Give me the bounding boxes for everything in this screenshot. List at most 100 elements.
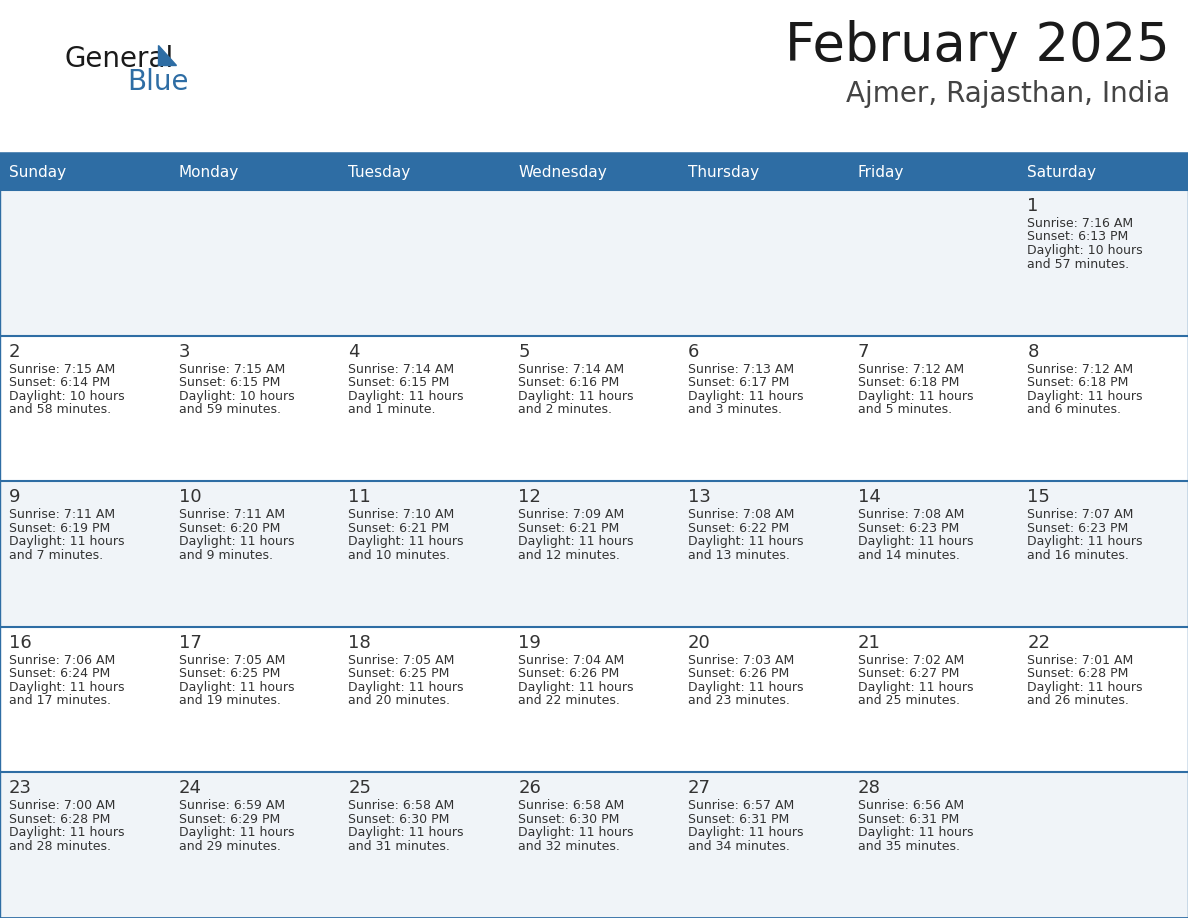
Text: Sunrise: 7:06 AM: Sunrise: 7:06 AM <box>10 654 115 666</box>
Bar <box>678 190 848 336</box>
Text: Sunrise: 7:09 AM: Sunrise: 7:09 AM <box>518 509 625 521</box>
Bar <box>0 481 170 627</box>
Bar <box>510 190 678 336</box>
Text: Sunset: 6:31 PM: Sunset: 6:31 PM <box>688 813 789 826</box>
Text: Daylight: 11 hours: Daylight: 11 hours <box>178 535 295 548</box>
Text: Sunrise: 6:58 AM: Sunrise: 6:58 AM <box>348 800 455 812</box>
Text: Sunset: 6:27 PM: Sunset: 6:27 PM <box>858 667 959 680</box>
Text: Sunrise: 6:58 AM: Sunrise: 6:58 AM <box>518 800 625 812</box>
Bar <box>170 190 340 336</box>
Text: Daylight: 11 hours: Daylight: 11 hours <box>348 535 465 548</box>
Text: 21: 21 <box>858 633 880 652</box>
Text: Daylight: 11 hours: Daylight: 11 hours <box>688 826 803 839</box>
Text: 2: 2 <box>10 342 20 361</box>
Text: Friday: Friday <box>858 165 904 180</box>
Text: 14: 14 <box>858 488 880 506</box>
Bar <box>170 481 340 627</box>
Text: Sunrise: 7:10 AM: Sunrise: 7:10 AM <box>348 509 455 521</box>
Text: Sunrise: 7:16 AM: Sunrise: 7:16 AM <box>1028 217 1133 230</box>
Text: 1: 1 <box>1028 197 1038 215</box>
Text: Sunrise: 7:02 AM: Sunrise: 7:02 AM <box>858 654 963 666</box>
Text: Sunrise: 7:14 AM: Sunrise: 7:14 AM <box>348 363 455 375</box>
Text: Daylight: 11 hours: Daylight: 11 hours <box>178 826 295 839</box>
Text: 24: 24 <box>178 779 202 798</box>
Text: Sunrise: 7:05 AM: Sunrise: 7:05 AM <box>178 654 285 666</box>
Text: Thursday: Thursday <box>688 165 759 180</box>
Text: Daylight: 11 hours: Daylight: 11 hours <box>178 681 295 694</box>
Text: Daylight: 11 hours: Daylight: 11 hours <box>858 389 973 403</box>
Text: Daylight: 10 hours: Daylight: 10 hours <box>178 389 295 403</box>
Text: Sunset: 6:23 PM: Sunset: 6:23 PM <box>1028 521 1129 534</box>
Text: and 7 minutes.: and 7 minutes. <box>10 549 103 562</box>
Text: Daylight: 11 hours: Daylight: 11 hours <box>348 826 465 839</box>
Text: 4: 4 <box>348 342 360 361</box>
Text: Sunset: 6:28 PM: Sunset: 6:28 PM <box>1028 667 1129 680</box>
Bar <box>0 155 170 190</box>
Text: Sunset: 6:19 PM: Sunset: 6:19 PM <box>10 521 110 534</box>
Text: Monday: Monday <box>178 165 239 180</box>
Text: Sunset: 6:17 PM: Sunset: 6:17 PM <box>688 376 789 389</box>
Text: February 2025: February 2025 <box>785 20 1170 72</box>
Text: Sunrise: 7:00 AM: Sunrise: 7:00 AM <box>10 800 115 812</box>
Text: and 29 minutes.: and 29 minutes. <box>178 840 280 853</box>
Text: Daylight: 11 hours: Daylight: 11 hours <box>1028 535 1143 548</box>
Text: Sunrise: 7:03 AM: Sunrise: 7:03 AM <box>688 654 794 666</box>
Text: 16: 16 <box>10 633 32 652</box>
Text: 3: 3 <box>178 342 190 361</box>
Bar <box>678 772 848 918</box>
Bar <box>340 772 510 918</box>
Text: Sunrise: 7:12 AM: Sunrise: 7:12 AM <box>858 363 963 375</box>
Text: 10: 10 <box>178 488 201 506</box>
Text: Sunset: 6:29 PM: Sunset: 6:29 PM <box>178 813 280 826</box>
Text: 20: 20 <box>688 633 710 652</box>
Text: General: General <box>65 45 175 73</box>
Bar <box>848 481 1018 627</box>
Text: Daylight: 10 hours: Daylight: 10 hours <box>10 389 125 403</box>
Text: and 59 minutes.: and 59 minutes. <box>178 403 280 416</box>
Text: Sunset: 6:18 PM: Sunset: 6:18 PM <box>858 376 959 389</box>
Text: Daylight: 11 hours: Daylight: 11 hours <box>688 389 803 403</box>
Text: 12: 12 <box>518 488 541 506</box>
Text: and 28 minutes.: and 28 minutes. <box>10 840 110 853</box>
Bar <box>848 336 1018 481</box>
Text: 9: 9 <box>10 488 20 506</box>
Bar <box>848 155 1018 190</box>
Text: 23: 23 <box>10 779 32 798</box>
Polygon shape <box>158 45 176 65</box>
Text: and 19 minutes.: and 19 minutes. <box>178 694 280 707</box>
Text: Sunset: 6:30 PM: Sunset: 6:30 PM <box>348 813 450 826</box>
Text: Sunrise: 7:01 AM: Sunrise: 7:01 AM <box>1028 654 1133 666</box>
Text: Daylight: 11 hours: Daylight: 11 hours <box>518 535 633 548</box>
Text: 8: 8 <box>1028 342 1038 361</box>
Bar <box>0 627 170 772</box>
Text: and 25 minutes.: and 25 minutes. <box>858 694 960 707</box>
Bar <box>340 190 510 336</box>
Bar <box>678 155 848 190</box>
Bar <box>1018 336 1188 481</box>
Text: Sunrise: 6:57 AM: Sunrise: 6:57 AM <box>688 800 794 812</box>
Bar <box>1018 481 1188 627</box>
Text: Sunset: 6:28 PM: Sunset: 6:28 PM <box>10 813 110 826</box>
Text: 15: 15 <box>1028 488 1050 506</box>
Bar <box>848 627 1018 772</box>
Bar <box>678 336 848 481</box>
Bar <box>170 627 340 772</box>
Text: Sunrise: 7:08 AM: Sunrise: 7:08 AM <box>688 509 795 521</box>
Text: Sunset: 6:25 PM: Sunset: 6:25 PM <box>178 667 280 680</box>
Text: 18: 18 <box>348 633 371 652</box>
Text: Sunrise: 7:08 AM: Sunrise: 7:08 AM <box>858 509 963 521</box>
Text: 27: 27 <box>688 779 710 798</box>
Text: Tuesday: Tuesday <box>348 165 411 180</box>
Text: and 17 minutes.: and 17 minutes. <box>10 694 110 707</box>
Text: and 2 minutes.: and 2 minutes. <box>518 403 612 416</box>
Text: 19: 19 <box>518 633 541 652</box>
Bar <box>340 627 510 772</box>
Bar <box>678 481 848 627</box>
Text: and 32 minutes.: and 32 minutes. <box>518 840 620 853</box>
Text: 17: 17 <box>178 633 202 652</box>
Text: Daylight: 11 hours: Daylight: 11 hours <box>858 681 973 694</box>
Text: Sunrise: 7:12 AM: Sunrise: 7:12 AM <box>1028 363 1133 375</box>
Text: Ajmer, Rajasthan, India: Ajmer, Rajasthan, India <box>846 80 1170 108</box>
Bar <box>510 155 678 190</box>
Text: Sunrise: 7:14 AM: Sunrise: 7:14 AM <box>518 363 624 375</box>
